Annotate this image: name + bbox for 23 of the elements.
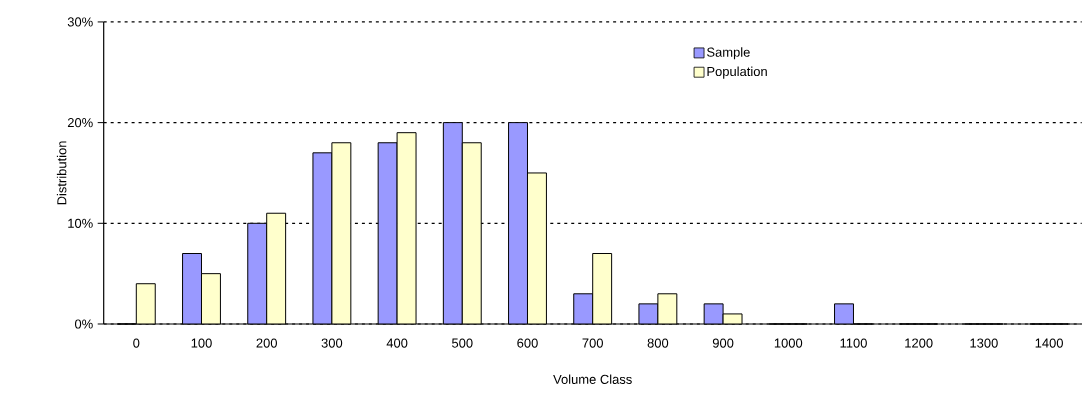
x-tick-label: 400 <box>386 338 408 348</box>
y-tick-label: 30% <box>67 17 93 27</box>
y-tick-label: 20% <box>67 118 93 128</box>
x-tick-label: 1400 <box>1035 338 1063 348</box>
legend-label: Population <box>707 66 767 79</box>
y-axis-title: Distribution <box>56 141 67 205</box>
x-tick-label: 200 <box>256 338 277 348</box>
x-tick-label: 600 <box>517 338 538 348</box>
x-tick-label: 100 <box>191 338 212 348</box>
x-tick-label: 300 <box>321 338 343 348</box>
y-tick-label: 10% <box>68 218 93 229</box>
x-tick-label: 1300 <box>970 338 998 348</box>
legend-label: Sample <box>707 47 750 60</box>
x-tick-label: 500 <box>451 338 473 348</box>
x-tick-label: 1100 <box>840 338 867 348</box>
x-tick-label: 1000 <box>774 338 803 348</box>
y-tick-label: 0% <box>74 319 93 329</box>
x-tick-label: 1200 <box>905 338 933 348</box>
x-tick-label: 700 <box>582 338 603 348</box>
x-tick-label: 800 <box>647 338 669 348</box>
x-tick-label: 900 <box>712 338 734 348</box>
x-axis-title: Volume Class <box>553 374 632 385</box>
x-tick-label: 0 <box>133 338 140 348</box>
